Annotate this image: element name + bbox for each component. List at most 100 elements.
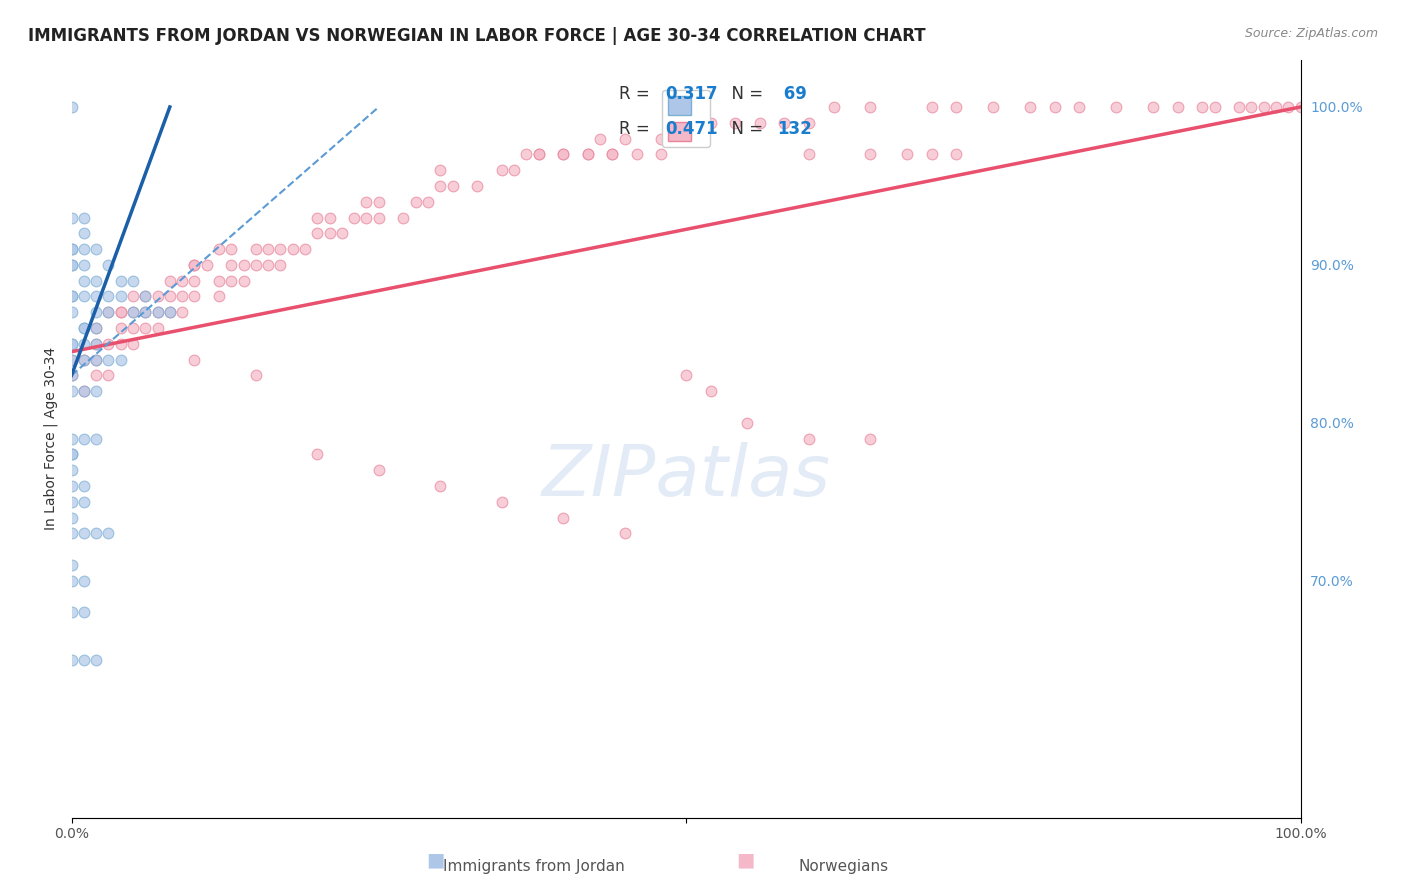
Point [945,147,967,161]
Text: 0.471: 0.471 [665,120,717,138]
Point [1253,100,1275,114]
Point [134,289,156,303]
Point [1069,100,1091,114]
Point [737,416,759,430]
Point [613,131,636,145]
Point [269,258,291,272]
Point [1227,100,1250,114]
Point [110,289,132,303]
Point [110,321,132,335]
Point [73,242,96,256]
Point [84,653,107,667]
Point [73,352,96,367]
Point [60,495,83,509]
Point [416,194,439,209]
Text: Source: ZipAtlas.com: Source: ZipAtlas.com [1244,27,1378,40]
Text: ■: ■ [426,851,446,870]
Point [60,352,83,367]
Point [60,100,83,114]
Point [84,321,107,335]
Point [122,336,145,351]
Text: N =: N = [721,120,769,138]
Point [60,368,83,383]
Point [1240,100,1263,114]
Point [921,100,943,114]
Point [60,289,83,303]
Point [146,305,169,319]
Point [172,289,194,303]
Point [73,432,96,446]
Point [60,432,83,446]
Point [613,526,636,541]
Point [60,574,83,588]
Point [73,227,96,241]
Point [600,147,623,161]
Text: ■: ■ [735,851,755,870]
Point [748,116,770,130]
Point [73,574,96,588]
Point [859,100,882,114]
Point [84,432,107,446]
Point [553,510,575,524]
Point [823,100,845,114]
Point [159,305,181,319]
Point [465,178,488,193]
Point [60,447,83,461]
Point [281,242,304,256]
Text: ZIPatlas: ZIPatlas [541,442,831,511]
Text: R =: R = [619,120,655,138]
Point [159,274,181,288]
Point [97,368,120,383]
Point [245,258,267,272]
Point [491,495,513,509]
Point [208,289,231,303]
Point [699,116,721,130]
Point [60,305,83,319]
Point [60,510,83,524]
Point [84,289,107,303]
Point [60,352,83,367]
Point [60,653,83,667]
Point [73,352,96,367]
Point [859,147,882,161]
Point [1277,100,1299,114]
Point [110,274,132,288]
Point [60,242,83,256]
Point [1204,100,1226,114]
Point [134,305,156,319]
Point [1142,100,1164,114]
Point [626,147,648,161]
Point [257,258,280,272]
Point [307,227,329,241]
Point [797,147,820,161]
Point [219,274,242,288]
Point [1265,100,1288,114]
Text: 69: 69 [778,85,807,103]
Point [134,321,156,335]
Point [208,274,231,288]
Point [921,147,943,161]
Point [600,147,623,161]
Point [146,321,169,335]
Point [60,368,83,383]
Point [84,352,107,367]
Point [84,368,107,383]
Point [60,258,83,272]
Point [73,384,96,399]
Point [576,147,599,161]
Point [307,447,329,461]
Point [307,211,329,225]
Point [356,194,378,209]
Point [183,352,205,367]
Point [122,289,145,303]
Point [589,131,612,145]
Text: 132: 132 [778,120,813,138]
Point [245,242,267,256]
Point [159,305,181,319]
Point [60,479,83,493]
Text: Norwegians: Norwegians [799,859,889,874]
Point [650,131,672,145]
Point [84,384,107,399]
Point [503,163,526,178]
Point [232,258,254,272]
